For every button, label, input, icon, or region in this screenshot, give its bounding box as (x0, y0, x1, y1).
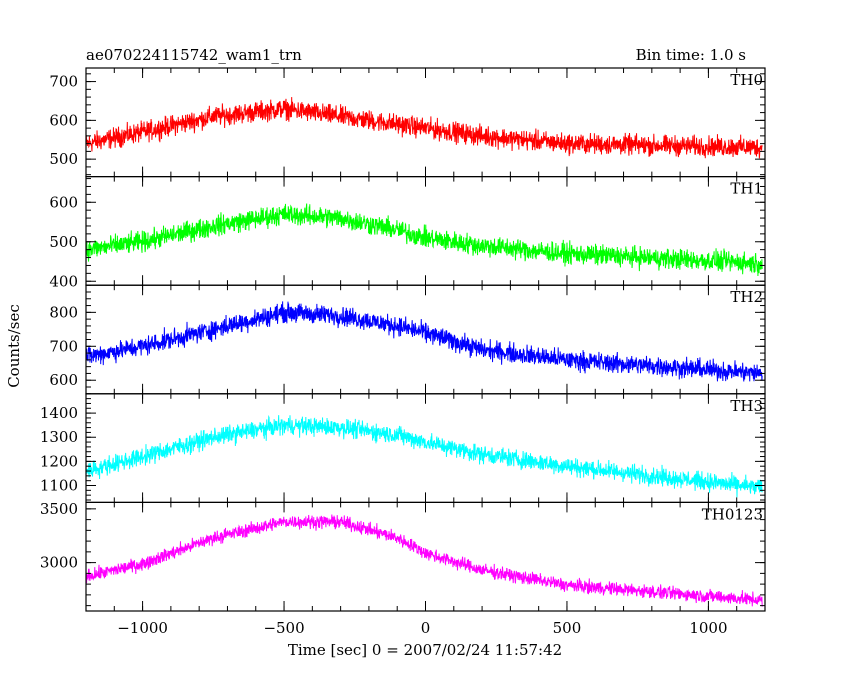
x-tick-label: −500 (263, 619, 304, 637)
y-tick-label: 1300 (40, 428, 78, 446)
y-tick-label: 3000 (40, 554, 78, 572)
panel-label: TH3 (730, 397, 763, 415)
y-tick-label: 800 (49, 303, 78, 321)
y-tick-label: 600 (49, 111, 78, 129)
series-line-th2 (86, 301, 763, 382)
x-tick-label: 1000 (689, 619, 727, 637)
x-tick-label: −1000 (117, 619, 168, 637)
y-tick-label: 700 (49, 337, 78, 355)
x-axis-label: Time [sec] 0 = 2007/02/24 11:57:42 (288, 641, 562, 659)
panel-th3: 1100 1200 1300 1400 TH3 (40, 393, 766, 503)
panel-label: TH2 (730, 288, 763, 306)
y-tick-label: 3500 (40, 500, 78, 518)
panel-th0: 500 600 700 TH0 (49, 67, 766, 178)
y-tick-label: 500 (49, 150, 78, 168)
series-line-th3 (86, 414, 763, 498)
y-tick-label: 1200 (40, 452, 78, 470)
y-tick-label: 1400 (40, 404, 78, 422)
series-line-th0 (86, 97, 763, 159)
panel-th1: 400 500 600 TH1 (49, 176, 766, 290)
y-tick-label: 500 (49, 233, 78, 251)
y-tick-label: 600 (49, 193, 78, 211)
x-tick-label: 0 (421, 619, 431, 637)
panel-label: TH0123 (702, 505, 763, 523)
bin-time-label: Bin time: 1.0 s (636, 46, 746, 64)
series-line-th0123 (86, 514, 763, 607)
panel-label: TH0 (730, 71, 763, 89)
y-axis-label: Counts/sec (5, 304, 23, 388)
panel-th2: 600 700 800 TH2 (49, 284, 766, 395)
y-tick-label: 1100 (40, 477, 78, 495)
series-line-th1 (86, 203, 763, 277)
chart-title: ae070224115742_wam1_trn (86, 46, 302, 64)
x-tick-label: 500 (553, 619, 582, 637)
panel-th0123: 3000 3500 TH0123 (40, 500, 766, 612)
y-tick-label: 400 (49, 272, 78, 290)
panel-label: TH1 (730, 180, 763, 198)
panels-group: 500 600 700 TH0 400 500 600 TH1 600 700 800 TH2 1100… (40, 67, 766, 637)
y-tick-label: 600 (49, 371, 78, 389)
y-tick-label: 700 (49, 73, 78, 91)
